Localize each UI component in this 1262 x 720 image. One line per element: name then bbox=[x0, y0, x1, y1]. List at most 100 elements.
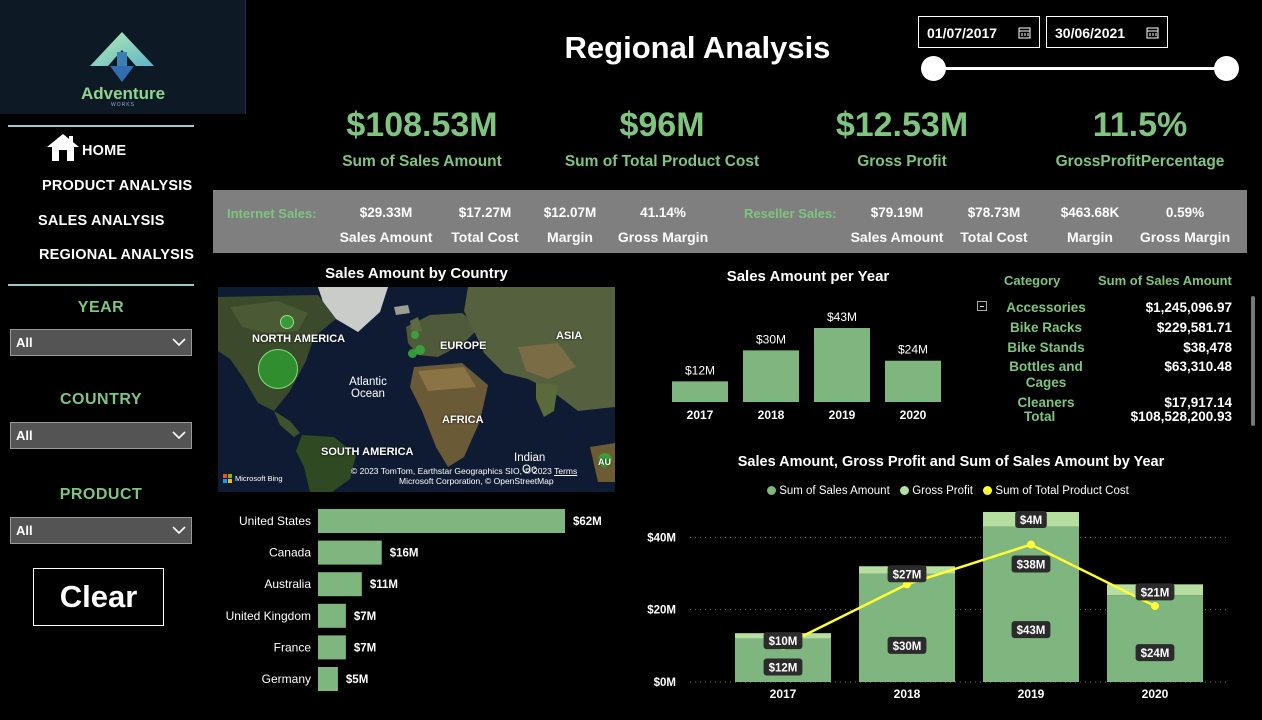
sales-map[interactable]: NORTH AMERICA EUROPE ASIA AFRICA SOUTH A… bbox=[218, 287, 615, 492]
map-attribution-text: © 2023 TomTom, Earthstar Geographics SIO… bbox=[351, 466, 552, 476]
map-label-ocean: Ocean bbox=[351, 388, 385, 400]
year-bar-label: $43M bbox=[827, 310, 857, 324]
internet-sales-amount-label: Sales Amount bbox=[339, 229, 433, 245]
year-bar[interactable] bbox=[672, 381, 728, 402]
kpi-gross-profit-label: Gross Profit bbox=[857, 153, 947, 170]
country-bar-label: $7M bbox=[354, 611, 376, 623]
home-icon[interactable] bbox=[46, 132, 80, 167]
map-bubble-australia[interactable] bbox=[598, 453, 612, 467]
collapse-icon[interactable] bbox=[977, 301, 987, 311]
year-axis-label: 2020 bbox=[900, 408, 927, 422]
nav-home[interactable]: HOME bbox=[82, 143, 127, 159]
legend-item[interactable]: Sum of Sales Amount bbox=[767, 485, 890, 497]
year-dropdown[interactable]: All bbox=[10, 329, 192, 356]
year-bar[interactable] bbox=[885, 360, 941, 402]
country-bar[interactable] bbox=[318, 603, 346, 628]
legend-item[interactable]: Gross Profit bbox=[900, 485, 973, 497]
reseller-gross-margin-label: Gross Margin bbox=[1139, 229, 1231, 245]
sales-per-year-chart[interactable]: $12M 2017 $30M 2018 $43M 2019 $24M 2020 bbox=[662, 300, 962, 426]
data-label: $21M bbox=[1135, 583, 1175, 601]
product-cost-point[interactable] bbox=[903, 580, 911, 589]
data-label: $10M bbox=[763, 632, 803, 650]
reseller-total-cost-value: $78.73M bbox=[967, 205, 1021, 220]
country-bar[interactable] bbox=[318, 509, 565, 533]
bing-attribution: Microsoft Bing bbox=[223, 474, 283, 483]
country-bar[interactable] bbox=[318, 572, 362, 597]
reseller-sales-amount-label: Sales Amount bbox=[850, 229, 944, 245]
reseller-margin-value: $463.68K bbox=[1060, 205, 1120, 220]
table-row-category[interactable]: Bottles and Cages bbox=[1009, 359, 1083, 390]
data-label: $38M bbox=[1011, 555, 1051, 573]
calendar-icon[interactable] bbox=[1018, 26, 1031, 39]
product-cost-point[interactable] bbox=[1151, 602, 1159, 611]
country-axis-label: Australia bbox=[264, 577, 311, 591]
start-date-input[interactable]: 01/07/2017 bbox=[918, 16, 1040, 48]
data-label-bg bbox=[887, 565, 927, 583]
nav-divider-top bbox=[8, 125, 194, 127]
table-row-category[interactable]: Cleaners bbox=[1017, 395, 1075, 410]
table-header-sales[interactable]: Sum of Sales Amount bbox=[1098, 273, 1232, 288]
product-dropdown[interactable]: All bbox=[10, 517, 192, 544]
combo-chart[interactable]: $0M $20M $40M 2017 2018 2019 2020 $12M $10M $30M $… bbox=[630, 510, 1262, 710]
table-scrollbar[interactable] bbox=[1251, 296, 1255, 426]
nav-sales-analysis[interactable]: SALES ANALYSIS bbox=[38, 213, 165, 229]
kpi-sales-amount-label: Sum of Sales Amount bbox=[342, 153, 502, 170]
country-axis-label: United Kingdom bbox=[226, 609, 311, 623]
nav-product-analysis[interactable]: PRODUCT ANALYSIS bbox=[42, 178, 193, 194]
country-bar[interactable] bbox=[318, 667, 338, 691]
data-label: $43M bbox=[1011, 621, 1051, 639]
calendar-icon[interactable] bbox=[1146, 26, 1159, 39]
kpi-product-cost-value: $96M bbox=[619, 106, 705, 144]
world-map-background bbox=[218, 287, 615, 492]
brand-name: Adventure bbox=[80, 84, 166, 103]
y-tick-label: $0M bbox=[654, 677, 676, 689]
country-bar[interactable] bbox=[318, 635, 346, 660]
combo-chart-title: Sales Amount, Gross Profit and Sum of Sa… bbox=[737, 454, 1165, 470]
start-date-value: 01/07/2017 bbox=[927, 25, 998, 41]
table-header-category[interactable]: Category bbox=[1004, 273, 1061, 288]
date-range-start-handle[interactable] bbox=[921, 56, 946, 81]
internet-margin-label: Margin bbox=[547, 229, 593, 245]
table-row-value: $63,310.48 bbox=[1164, 359, 1232, 374]
map-bubble-france[interactable] bbox=[408, 349, 417, 358]
reseller-total-cost-label: Total Cost bbox=[960, 229, 1028, 245]
clear-filters-button[interactable]: Clear bbox=[33, 568, 164, 626]
year-bar[interactable] bbox=[743, 350, 799, 402]
product-cost-point[interactable] bbox=[1027, 540, 1035, 549]
sales-amount-bar[interactable] bbox=[859, 573, 955, 682]
table-row-value: $1,245,096.97 bbox=[1145, 300, 1232, 315]
map-bubble-united-states[interactable] bbox=[258, 349, 298, 389]
legend-item[interactable]: Sum of Total Product Cost bbox=[983, 485, 1129, 497]
reseller-margin-label: Margin bbox=[1067, 229, 1113, 245]
year-bar[interactable] bbox=[814, 328, 870, 402]
map-bubble-germany[interactable] bbox=[415, 345, 425, 355]
date-range-slider-track[interactable] bbox=[933, 67, 1226, 70]
data-label-text: $10M bbox=[769, 636, 798, 648]
country-bar-chart[interactable]: United States $62M Canada $16M Australia $11M… bbox=[218, 503, 618, 699]
sales-amount-bar[interactable] bbox=[983, 526, 1079, 682]
table-row-value: $229,581.71 bbox=[1156, 320, 1232, 335]
map-attribution-2[interactable]: Microsoft Corporation, © OpenStreetMap bbox=[399, 476, 554, 486]
kpi-gross-profit-value: $12.53M bbox=[835, 106, 969, 144]
map-bubble-united-kingdom[interactable] bbox=[411, 331, 419, 339]
table-row-category[interactable]: Bike Stands bbox=[1007, 340, 1085, 355]
kpi-product-cost-label: Sum of Total Product Cost bbox=[564, 153, 760, 170]
map-bubble-canada[interactable] bbox=[280, 315, 294, 329]
reseller-gross-margin-value: 0.59% bbox=[1165, 205, 1205, 220]
country-bar[interactable] bbox=[318, 540, 382, 565]
data-label-text: $43M bbox=[1017, 625, 1046, 637]
y-tick-label: $40M bbox=[647, 532, 676, 544]
map-terms-link[interactable]: Terms bbox=[554, 466, 578, 476]
date-range-end-handle[interactable] bbox=[1214, 56, 1239, 81]
end-date-input[interactable]: 30/06/2021 bbox=[1046, 16, 1168, 48]
data-label-bg bbox=[763, 632, 803, 650]
nav-regional-analysis[interactable]: REGIONAL ANALYSIS bbox=[39, 247, 195, 263]
reseller-sales-label: Reseller Sales: bbox=[744, 206, 837, 221]
country-dropdown[interactable]: All bbox=[10, 422, 192, 449]
table-row-category[interactable]: Accessories bbox=[1006, 300, 1086, 315]
product-cost-line[interactable] bbox=[782, 543, 1156, 647]
map-attribution-1: © 2023 TomTom, Earthstar Geographics SIO… bbox=[351, 466, 577, 476]
table-row-category[interactable]: Bike Racks bbox=[1009, 320, 1083, 335]
brand-sub: WORKS bbox=[111, 102, 135, 108]
x-axis-label: 2020 bbox=[1142, 687, 1169, 701]
